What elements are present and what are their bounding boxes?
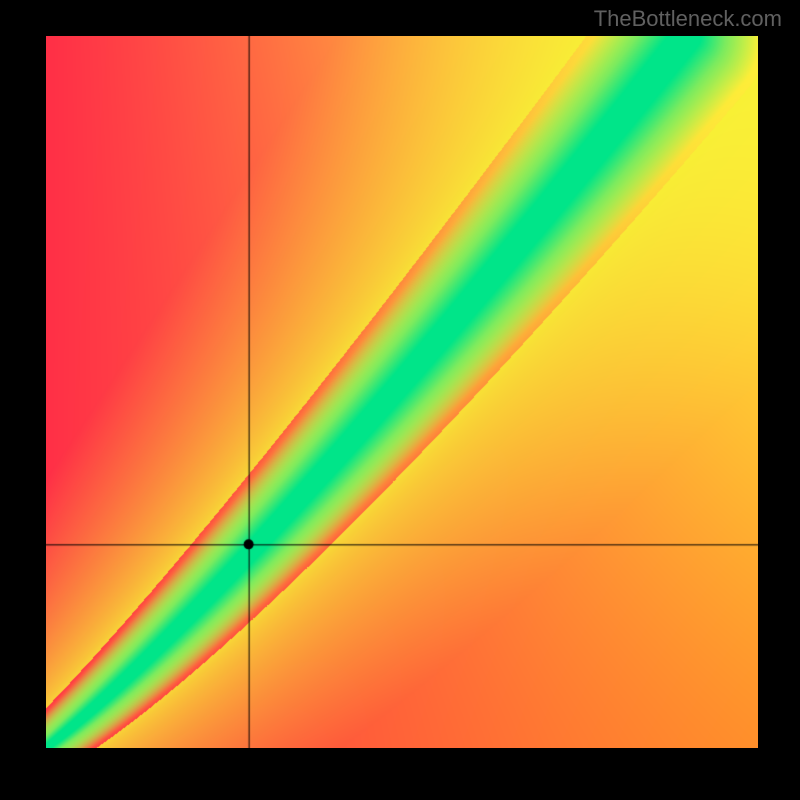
watermark-text: TheBottleneck.com [594,6,782,32]
bottleneck-heatmap [46,36,758,748]
chart-container: TheBottleneck.com [0,0,800,800]
